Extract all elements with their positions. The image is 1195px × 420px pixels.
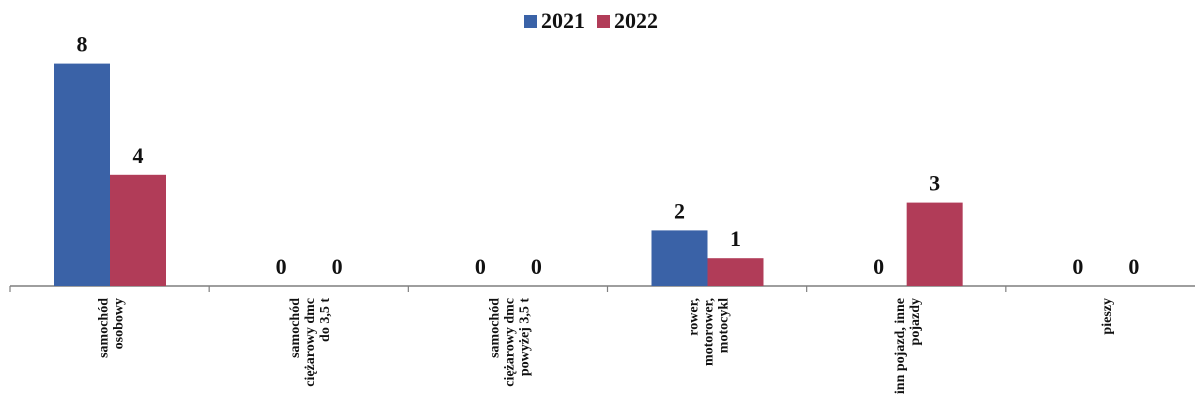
- chart-legend: 2021 2022: [524, 8, 664, 34]
- legend-label-2022: 2022: [614, 8, 658, 33]
- data-label-2021-cat-1: 0: [276, 254, 287, 279]
- bar-2021-cat-0: [54, 63, 110, 286]
- data-label-2021-cat-3: 2: [674, 198, 685, 223]
- legend-swatch-2022: [597, 14, 610, 28]
- bar-2022-cat-0: [110, 174, 166, 286]
- category-label-0-line-0: samochód: [97, 298, 112, 358]
- category-label-0-line-1: osobowy: [112, 298, 127, 349]
- data-label-2022-cat-0: 4: [133, 143, 144, 168]
- legend-label-2021: 2021: [541, 8, 585, 33]
- category-label-2-line-0: samochód: [487, 298, 502, 358]
- category-label-2-line-1: ciężarowy dmc: [502, 298, 517, 387]
- data-label-2022-cat-5: 0: [1128, 254, 1139, 279]
- category-label-3-line-1: motorower,: [702, 298, 717, 366]
- data-label-2022-cat-1: 0: [332, 254, 343, 279]
- category-label-3-line-2: motocykl: [717, 298, 732, 353]
- legend-item-2022: 2022: [597, 8, 658, 34]
- data-label-2021-cat-0: 8: [77, 32, 88, 57]
- bar-2022-cat-3: [707, 258, 764, 286]
- category-label-1-line-0: samochód: [288, 298, 303, 358]
- category-label-5-line-0: pieszy: [1100, 298, 1115, 335]
- legend-item-2021: 2021: [524, 8, 585, 34]
- category-label-4-line-0: inn pojazd, inne: [893, 298, 908, 394]
- data-label-2021-cat-2: 0: [475, 254, 486, 279]
- data-label-2022-cat-4: 3: [929, 171, 940, 196]
- category-label-3-line-0: rower,: [687, 298, 702, 336]
- data-label-2022-cat-2: 0: [531, 254, 542, 279]
- data-label-2021-cat-4: 0: [873, 254, 884, 279]
- bar-2022-cat-4: [906, 202, 963, 286]
- legend-swatch-2021: [524, 14, 537, 28]
- bar-2021-cat-3: [651, 230, 708, 286]
- data-label-2022-cat-3: 1: [730, 226, 741, 251]
- category-label-4-line-1: pojazdy: [908, 298, 923, 345]
- category-label-1-line-1: ciężarowy dmc: [303, 298, 318, 387]
- data-label-2021-cat-5: 0: [1072, 254, 1083, 279]
- category-label-1-line-2: do 3,5 t: [318, 298, 333, 342]
- category-label-2-line-2: powyżej 3,5 t: [517, 298, 532, 376]
